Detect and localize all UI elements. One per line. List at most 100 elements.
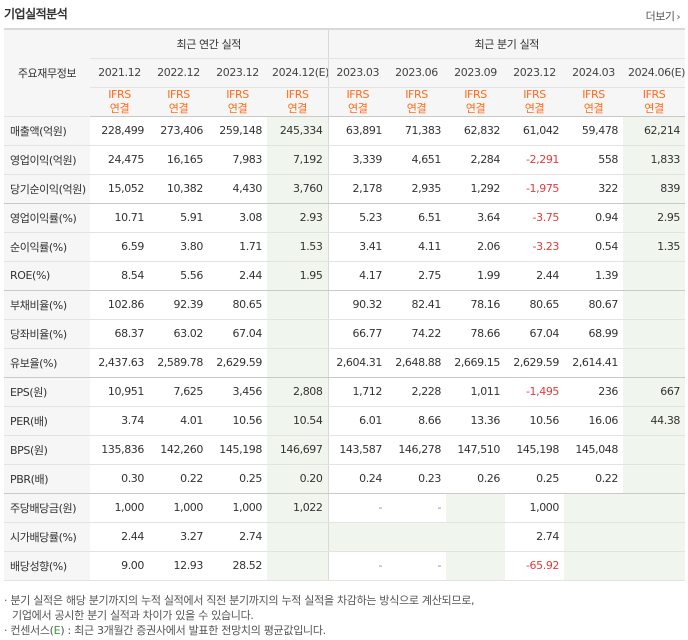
accounting-basis: IFRS 연결 [208,87,267,117]
table-cell: 145,198 [505,435,565,465]
table-cell [267,319,329,349]
table-cell: 147,510 [446,435,506,465]
table-cell [267,522,329,552]
row-label: BPS(원) [4,435,90,465]
table-cell: 5.91 [149,203,208,233]
row-label: 영업이익률(%) [4,203,90,233]
row-label: EPS(원) [4,377,90,407]
period-header: 2024.06(E) [623,58,686,88]
table-row: BPS(원) 135,836 142,260 145,198 146,697 143,58… [4,435,686,465]
table-cell: 0.54 [564,232,624,262]
table-cell: 67.04 [505,319,565,349]
period-header: 2021.12 [90,58,149,88]
estimate-mark: E [53,624,61,637]
table-row: 당기순이익(억원) 15,052 10,382 4,430 3,760 2,178 2,93… [4,174,686,204]
table-cell [623,290,686,320]
table-cell: 0.23 [387,464,447,494]
table-cell: 1,022 [267,493,329,523]
table-cell: 2,808 [267,377,329,407]
table-cell: 16.06 [564,406,624,436]
table-cell: 3.64 [446,203,506,233]
table-cell: 10.56 [505,406,565,436]
row-label: PER(배) [4,406,90,436]
row-label: 주당배당금(원) [4,493,90,523]
table-cell [327,522,388,552]
consolidated-label: 연결 [109,101,130,115]
table-cell: 259,148 [208,116,267,146]
footnote-2: · 컨센서스(E) : 최근 3개월간 증권사에서 발표한 전망치의 평균값입니… [4,624,326,637]
accounting-basis: IFRS 연결 [90,87,149,117]
table-cell: 143,587 [327,435,388,465]
table-cell: 2.95 [623,203,686,233]
table-cell [623,551,686,581]
table-row: PER(배) 3.74 4.01 10.56 10.54 6.01 8.66 13.36 10.… [4,406,686,436]
table-cell: 2,604.31 [327,348,388,378]
financial-table: 주요재무정보 최근 연간 실적 최근 분기 실적 2021.12 2022.12 2… [4,28,686,581]
table-cell: -1,495 [505,377,565,407]
ifrs-label: IFRS [108,87,131,101]
table-cell: 1.39 [564,261,624,291]
table-cell: 2,648.88 [387,348,447,378]
table-cell: 4,651 [387,145,447,175]
table-cell: 90.32 [327,290,388,320]
table-cell: 2,284 [446,145,506,175]
table-cell: 1,000 [505,493,565,523]
table-cell: -2,291 [505,145,565,175]
section-title: 기업실적분석 [4,7,68,21]
table-cell: 0.94 [564,203,624,233]
ifrs-label: IFRS [405,87,428,101]
ifrs-label: IFRS [167,87,190,101]
table-cell: -65.92 [505,551,565,581]
table-cell: 28.52 [208,551,267,581]
table-cell: 3.27 [149,522,208,552]
footnote-1: · 분기 실적은 해당 분기까지의 누적 실적에서 직전 분기까지의 누적 실적… [4,594,475,607]
table-cell [623,261,686,291]
table-cell: 145,198 [208,435,267,465]
table-cell: 2.74 [505,522,565,552]
table-cell: 3.80 [149,232,208,262]
table-cell: 78.16 [446,290,506,320]
table-cell: 16,165 [149,145,208,175]
table-cell: -3.23 [505,232,565,262]
footnote-1-cont: 기업에서 공시한 분기 실적과 차이가 있을 수 있습니다. [12,609,254,622]
table-cell: 0.26 [446,464,506,494]
table-cell: 13.36 [446,406,506,436]
table-row: 부채비율(%) 102.86 92.39 80.65 90.32 82.41 78.16 80… [4,290,686,320]
table-cell: 1,000 [208,493,267,523]
table-cell: 5.56 [149,261,208,291]
more-link[interactable]: 더보기 › [646,8,681,24]
table-cell [564,522,624,552]
table-cell: 80.67 [564,290,624,320]
table-cell [623,348,686,378]
table-cell: 62,214 [623,116,686,146]
table-cell: 5.23 [327,203,388,233]
table-cell: 146,697 [267,435,329,465]
table-cell: 2.06 [446,232,506,262]
table-cell: -3.75 [505,203,565,233]
table-cell: 74.22 [387,319,447,349]
row-label: 시가배당률(%) [4,522,90,552]
table-cell [623,522,686,552]
consolidated-label: 연결 [644,101,664,115]
annual-group-header: 최근 연간 실적 [90,28,329,59]
period-header: 2023.06 [387,58,447,88]
table-cell: 273,406 [149,116,208,146]
table-cell: 1,000 [149,493,208,523]
accounting-basis: IFRS 연결 [564,87,624,117]
footnotes: · 분기 실적은 해당 분기까지의 누적 실적에서 직전 분기까지의 누적 실적… [4,593,475,638]
table-cell [623,493,686,523]
accounting-basis: IFRS 연결 [327,87,388,117]
table-cell [446,551,506,581]
table-cell: 0.25 [505,464,565,494]
table-cell: 63.02 [149,319,208,349]
quarterly-group-header: 최근 분기 실적 [327,28,686,59]
table-cell: 1.99 [446,261,506,291]
accounting-basis: IFRS 연결 [267,87,329,117]
table-cell: 146,278 [387,435,447,465]
ifrs-label: IFRS [346,87,370,101]
row-label: 순이익률(%) [4,232,90,262]
table-cell: 2,437.63 [90,348,149,378]
period-header: 2022.12 [149,58,208,88]
table-cell: 7,983 [208,145,267,175]
period-header: 2023.12 [505,58,565,88]
